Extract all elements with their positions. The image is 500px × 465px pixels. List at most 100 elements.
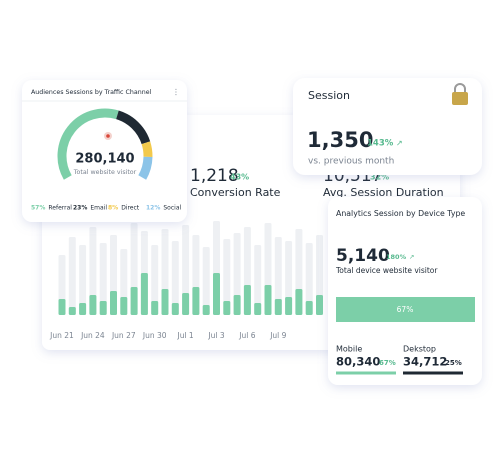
device-bar [336, 297, 475, 322]
legend-label: Email [90, 205, 107, 212]
device-name: Mobile [336, 345, 362, 354]
device-bar-label: 67% [397, 305, 414, 314]
background-bar [79, 245, 87, 315]
x-tick-label: Jul 1 [176, 331, 193, 340]
background-bar [171, 241, 179, 315]
bar [68, 307, 76, 315]
metric-label: Conversion Rate [190, 186, 281, 199]
device-share: 25% [445, 359, 462, 367]
lock-shackle [454, 83, 466, 93]
total-label: Total website visitor [73, 169, 137, 176]
session-value: 1,350 [307, 128, 373, 152]
bar [99, 301, 107, 315]
gauge-segment [57, 108, 119, 180]
session-note: vs. previous month [308, 157, 394, 167]
card-bg [328, 197, 482, 385]
legend: 57% Referral 23% Email 8% Direct 12% Social [31, 205, 181, 212]
metric-label: Avg. Session Duration [323, 186, 444, 199]
bar [285, 297, 293, 315]
card-title: Analytics Session by Device Type [336, 209, 465, 218]
bar [140, 273, 148, 315]
background-bar [99, 243, 107, 315]
x-tick-label: Jul 6 [238, 331, 255, 340]
x-tick-label: Jun 24 [80, 331, 105, 340]
bar [182, 293, 190, 315]
background-bar [285, 241, 293, 315]
bar [316, 295, 323, 315]
legend-value: 8% [108, 205, 118, 212]
bar [110, 291, 117, 315]
lock-body [452, 92, 468, 105]
background-bar [151, 245, 159, 315]
bar [192, 287, 200, 315]
device-name: Dekstop [403, 345, 436, 354]
bar [120, 297, 128, 315]
device-card: Analytics Session by Device Type 5,140 1… [328, 197, 482, 385]
legend-label: Direct [121, 205, 140, 212]
bar [243, 285, 251, 315]
gauge-segment [138, 156, 153, 180]
device-count: 34,712 [403, 355, 447, 369]
background-bar [254, 245, 262, 315]
session-card: Session 1,350 143% ↗ vs. previous month [293, 78, 482, 175]
background-bar [274, 237, 282, 315]
bar [295, 289, 303, 315]
bar [130, 287, 138, 315]
bar [223, 301, 231, 315]
bar [58, 299, 66, 315]
bar [79, 303, 87, 315]
x-tick-label: Jun 27 [111, 331, 136, 340]
legend-value: 12% [146, 205, 160, 212]
bar [254, 303, 262, 315]
bar [233, 295, 241, 315]
legend-value: 23% [73, 205, 87, 212]
background-bar [182, 225, 190, 315]
target-icon-dot [106, 134, 110, 138]
bar [171, 303, 179, 315]
legend-value: 57% [31, 205, 45, 212]
legend-label: Referral [48, 205, 72, 212]
background-bar [68, 237, 76, 315]
metric-value: 1,218 [190, 166, 239, 186]
metric-change: 43% [230, 173, 249, 182]
background-bar [89, 227, 97, 315]
card-title: Session [308, 89, 350, 102]
bar [202, 305, 210, 315]
device-share: 67% [379, 359, 396, 367]
traffic-card: Audiences Sessions by Traffic Channel ⋮ … [22, 80, 187, 222]
total-value: 280,140 [75, 152, 134, 167]
bar [89, 295, 97, 315]
bar [151, 301, 159, 315]
legend-label: Social [163, 205, 181, 212]
gauge-segment [141, 141, 153, 157]
background-bar [223, 239, 231, 315]
bar [213, 273, 220, 315]
card-bg [293, 78, 482, 175]
device-note: Total device website visitor [335, 266, 438, 275]
device-value: 5,140 [336, 246, 390, 266]
session-change: 143% [367, 139, 394, 149]
up-arrow: ↗ [396, 139, 403, 148]
bar [161, 289, 169, 315]
bar-chart: Jun 21 Jun 24 Jun 27 Jun 30 Jul 1 Jul 3 Jul 6 J… [49, 221, 323, 340]
metric-change: 32% [370, 173, 389, 182]
x-tick-label: Jun 30 [142, 331, 167, 340]
card-title: Audiences Sessions by Traffic Channel [31, 89, 152, 96]
x-tick-label: Jul 9 [269, 331, 286, 340]
gauge-segment [115, 110, 151, 145]
background-bar [305, 243, 313, 315]
bar [274, 299, 282, 315]
x-tick-label: Jun 21 [49, 331, 74, 340]
device-change: 180% [386, 253, 407, 261]
card-bg [22, 80, 187, 222]
bar [305, 301, 313, 315]
up-arrow: ↗ [409, 253, 414, 261]
gauge [57, 108, 153, 180]
background-bar [233, 233, 241, 315]
background-bar [202, 247, 210, 315]
bar [264, 285, 272, 315]
menu-icon[interactable]: ⋮ [172, 88, 180, 97]
x-tick-label: Jul 3 [207, 331, 224, 340]
